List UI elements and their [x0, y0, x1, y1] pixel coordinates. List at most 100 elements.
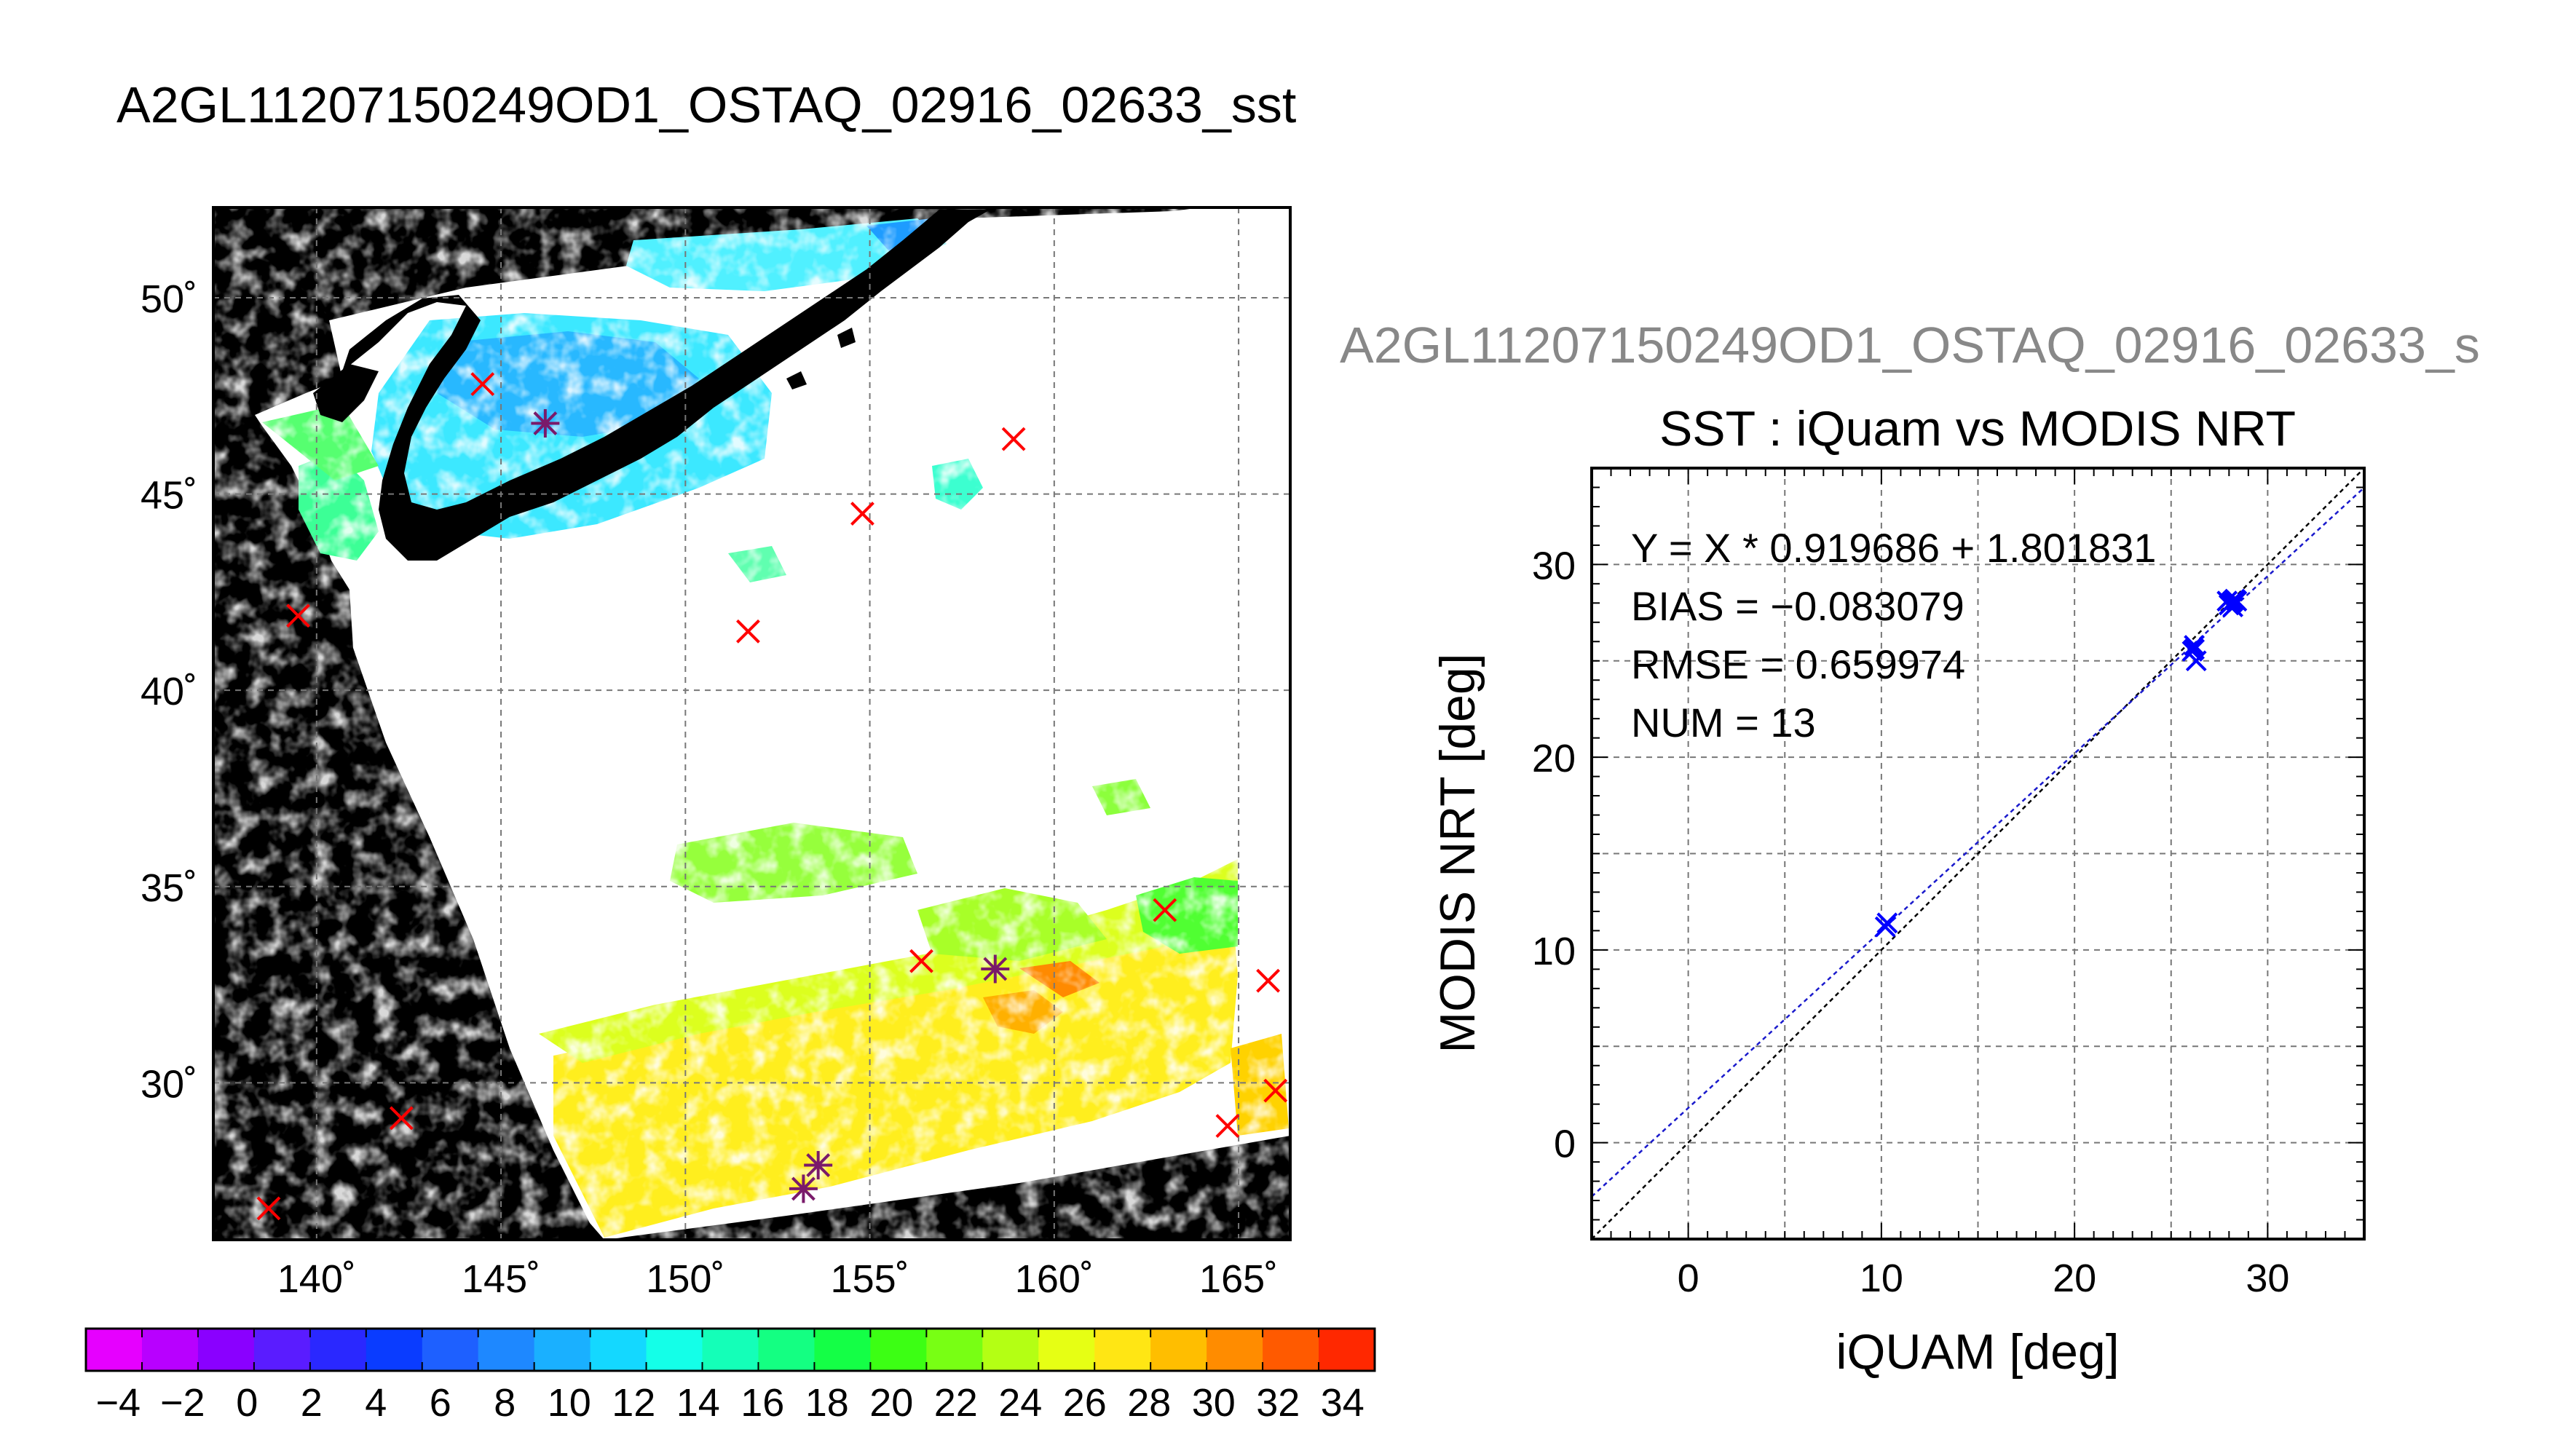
map-station-marker: [850, 502, 874, 526]
scatter-y-tick-label: 30: [1532, 544, 1576, 587]
map-y-tick-label: 35˚: [141, 866, 197, 910]
colorbar-cell: [982, 1329, 1040, 1371]
colorbar-tick-label: −4: [95, 1381, 141, 1425]
colorbar-cell: [1094, 1329, 1152, 1371]
colorbar-cell: [309, 1329, 367, 1371]
colorbar-cell: [1319, 1329, 1375, 1371]
colorbar-tick-label: 4: [365, 1381, 387, 1425]
scatter-y-tick-label: 10: [1532, 930, 1576, 973]
map-station-marker: [389, 1106, 414, 1131]
colorbar-cells: [86, 1329, 1375, 1371]
map-station-marker: [256, 1196, 281, 1221]
colorbar-cell: [1207, 1329, 1264, 1371]
colorbar-cell: [702, 1329, 759, 1371]
map-station-marker: [736, 619, 760, 644]
scatter-x-tick-label: 30: [2246, 1257, 2289, 1300]
colorbar: −4 −2 0 2 4 6 8 10 12 14 16 18 20 22 24 26 28 30 32 34: [84, 1327, 1376, 1425]
colorbar-tick-label: 34: [1321, 1381, 1365, 1425]
map-y-tick-labels: 30˚ 35˚ 40˚ 45˚ 50˚: [141, 277, 197, 1106]
identity-line: [1592, 468, 2364, 1239]
fit-equation: Y = X * 0.919686 + 1.801831: [1631, 525, 2156, 571]
scatter-x-tick-label: 20: [2053, 1257, 2096, 1300]
colorbar-cell: [870, 1329, 928, 1371]
colorbar-cell: [253, 1329, 311, 1371]
colorbar-tick-label: 2: [301, 1381, 323, 1425]
map-frame: [212, 206, 1292, 1241]
colorbar-cell: [758, 1329, 816, 1371]
map-matched-station-marker: [981, 954, 1010, 984]
colorbar-cell: [646, 1329, 703, 1371]
main-title: A2GL11207150249OD1_OSTAQ_02916_02633_sst: [117, 76, 1296, 133]
scatter-point: [2222, 596, 2244, 618]
map-x-tick-label: 150˚: [646, 1257, 724, 1301]
map-matched-station-marker: [531, 409, 560, 438]
map-y-tick-label: 30˚: [141, 1062, 197, 1106]
map-x-tick-label: 140˚: [277, 1257, 356, 1301]
colorbar-tick-label: −2: [160, 1381, 205, 1425]
colorbar-tick-label: 10: [548, 1381, 591, 1425]
colorbar-cell: [590, 1329, 647, 1371]
colorbar-cell: [141, 1329, 199, 1371]
colorbar-tick-label: 18: [805, 1381, 849, 1425]
scatter-y-tick-label: 20: [1532, 737, 1576, 780]
colorbar-cell: [534, 1329, 591, 1371]
colorbar-tick-label: 28: [1127, 1381, 1171, 1425]
colorbar-tick-label: 14: [676, 1381, 720, 1425]
colorbar-cell: [1150, 1329, 1208, 1371]
map-station-marker: [1153, 898, 1177, 922]
map-station-marker: [1001, 427, 1026, 451]
colorbar-cell: [1038, 1329, 1096, 1371]
num-value: NUM = 13: [1631, 700, 1816, 745]
scatter-y-tick-labels: 0 10 20 30: [1532, 544, 1576, 1166]
scatter-point: [2184, 638, 2205, 660]
colorbar-cell: [197, 1329, 255, 1371]
scatter-gridlines: [1592, 468, 2364, 1239]
bias-value: BIAS = −0.083079: [1631, 583, 1964, 629]
scatter-point: [2222, 590, 2244, 612]
scatter-x-tick-label: 10: [1860, 1257, 1903, 1300]
map-y-tick-label: 45˚: [141, 474, 197, 518]
map-x-tick-label: 160˚: [1015, 1257, 1094, 1301]
colorbar-tick-label: 30: [1192, 1381, 1236, 1425]
colorbar-tick-label: 32: [1256, 1381, 1300, 1425]
colorbar-cell: [1263, 1329, 1320, 1371]
colorbar-cell: [422, 1329, 479, 1371]
map-x-tick-label: 165˚: [1199, 1257, 1278, 1301]
map-y-tick-label: 40˚: [141, 670, 197, 713]
scatter-points: [1874, 588, 2248, 938]
scatter-x-tick-label: 0: [1678, 1257, 1699, 1300]
scatter-frame: [1590, 467, 2366, 1241]
colorbar-tick-label: 8: [494, 1381, 516, 1425]
rmse-value: RMSE = 0.659974: [1631, 641, 1965, 687]
colorbar-tick-label: 6: [430, 1381, 451, 1425]
colorbar-cell: [814, 1329, 872, 1371]
map-matched-station-marker: [789, 1174, 818, 1203]
scatter-x-axis-label: iQUAM [deg]: [1836, 1324, 2119, 1380]
map-matched-station-marker: [804, 1151, 833, 1180]
sst-map-panel: 140˚ 145˚ 150˚ 155˚ 160˚ 165˚ 30˚ 35˚ 40˚ 45˚ 50˚: [141, 206, 1292, 1301]
colorbar-tick-label: 0: [236, 1381, 258, 1425]
scatter-x-tick-labels: 0 10 20 30: [1678, 1257, 2290, 1300]
scatter-panel: A2GL11207150249OD1_OSTAQ_02916_02633_s S…: [1340, 317, 2480, 1380]
colorbar-tick-labels: −4 −2 0 2 4 6 8 10 12 14 16 18 20 22 24 26 28 30 32 34: [95, 1381, 1364, 1425]
scatter-point: [1874, 916, 1896, 938]
map-station-marker: [1215, 1114, 1240, 1139]
scatter-y-tick-label: 0: [1554, 1123, 1576, 1166]
colorbar-cell: [366, 1329, 423, 1371]
map-gridlines: [213, 207, 1290, 1240]
colorbar-tick-label: 24: [998, 1381, 1042, 1425]
scatter-header: A2GL11207150249OD1_OSTAQ_02916_02633_s: [1340, 317, 2480, 373]
map-station-markers: [256, 372, 1288, 1221]
map-station-marker: [909, 949, 933, 973]
colorbar-frame: [84, 1327, 1376, 1372]
colorbar-tick-label: 26: [1063, 1381, 1107, 1425]
map-y-tick-label: 50˚: [141, 277, 197, 321]
map-x-tick-labels: 140˚ 145˚ 150˚ 155˚ 160˚ 165˚: [277, 1257, 1278, 1301]
map-station-marker: [286, 604, 310, 628]
map-station-marker: [1263, 1078, 1288, 1103]
scatter-title: SST : iQuam vs MODIS NRT: [1659, 401, 2296, 456]
map-station-marker: [1256, 968, 1281, 993]
map-x-tick-label: 145˚: [462, 1257, 540, 1301]
colorbar-cell: [478, 1329, 535, 1371]
